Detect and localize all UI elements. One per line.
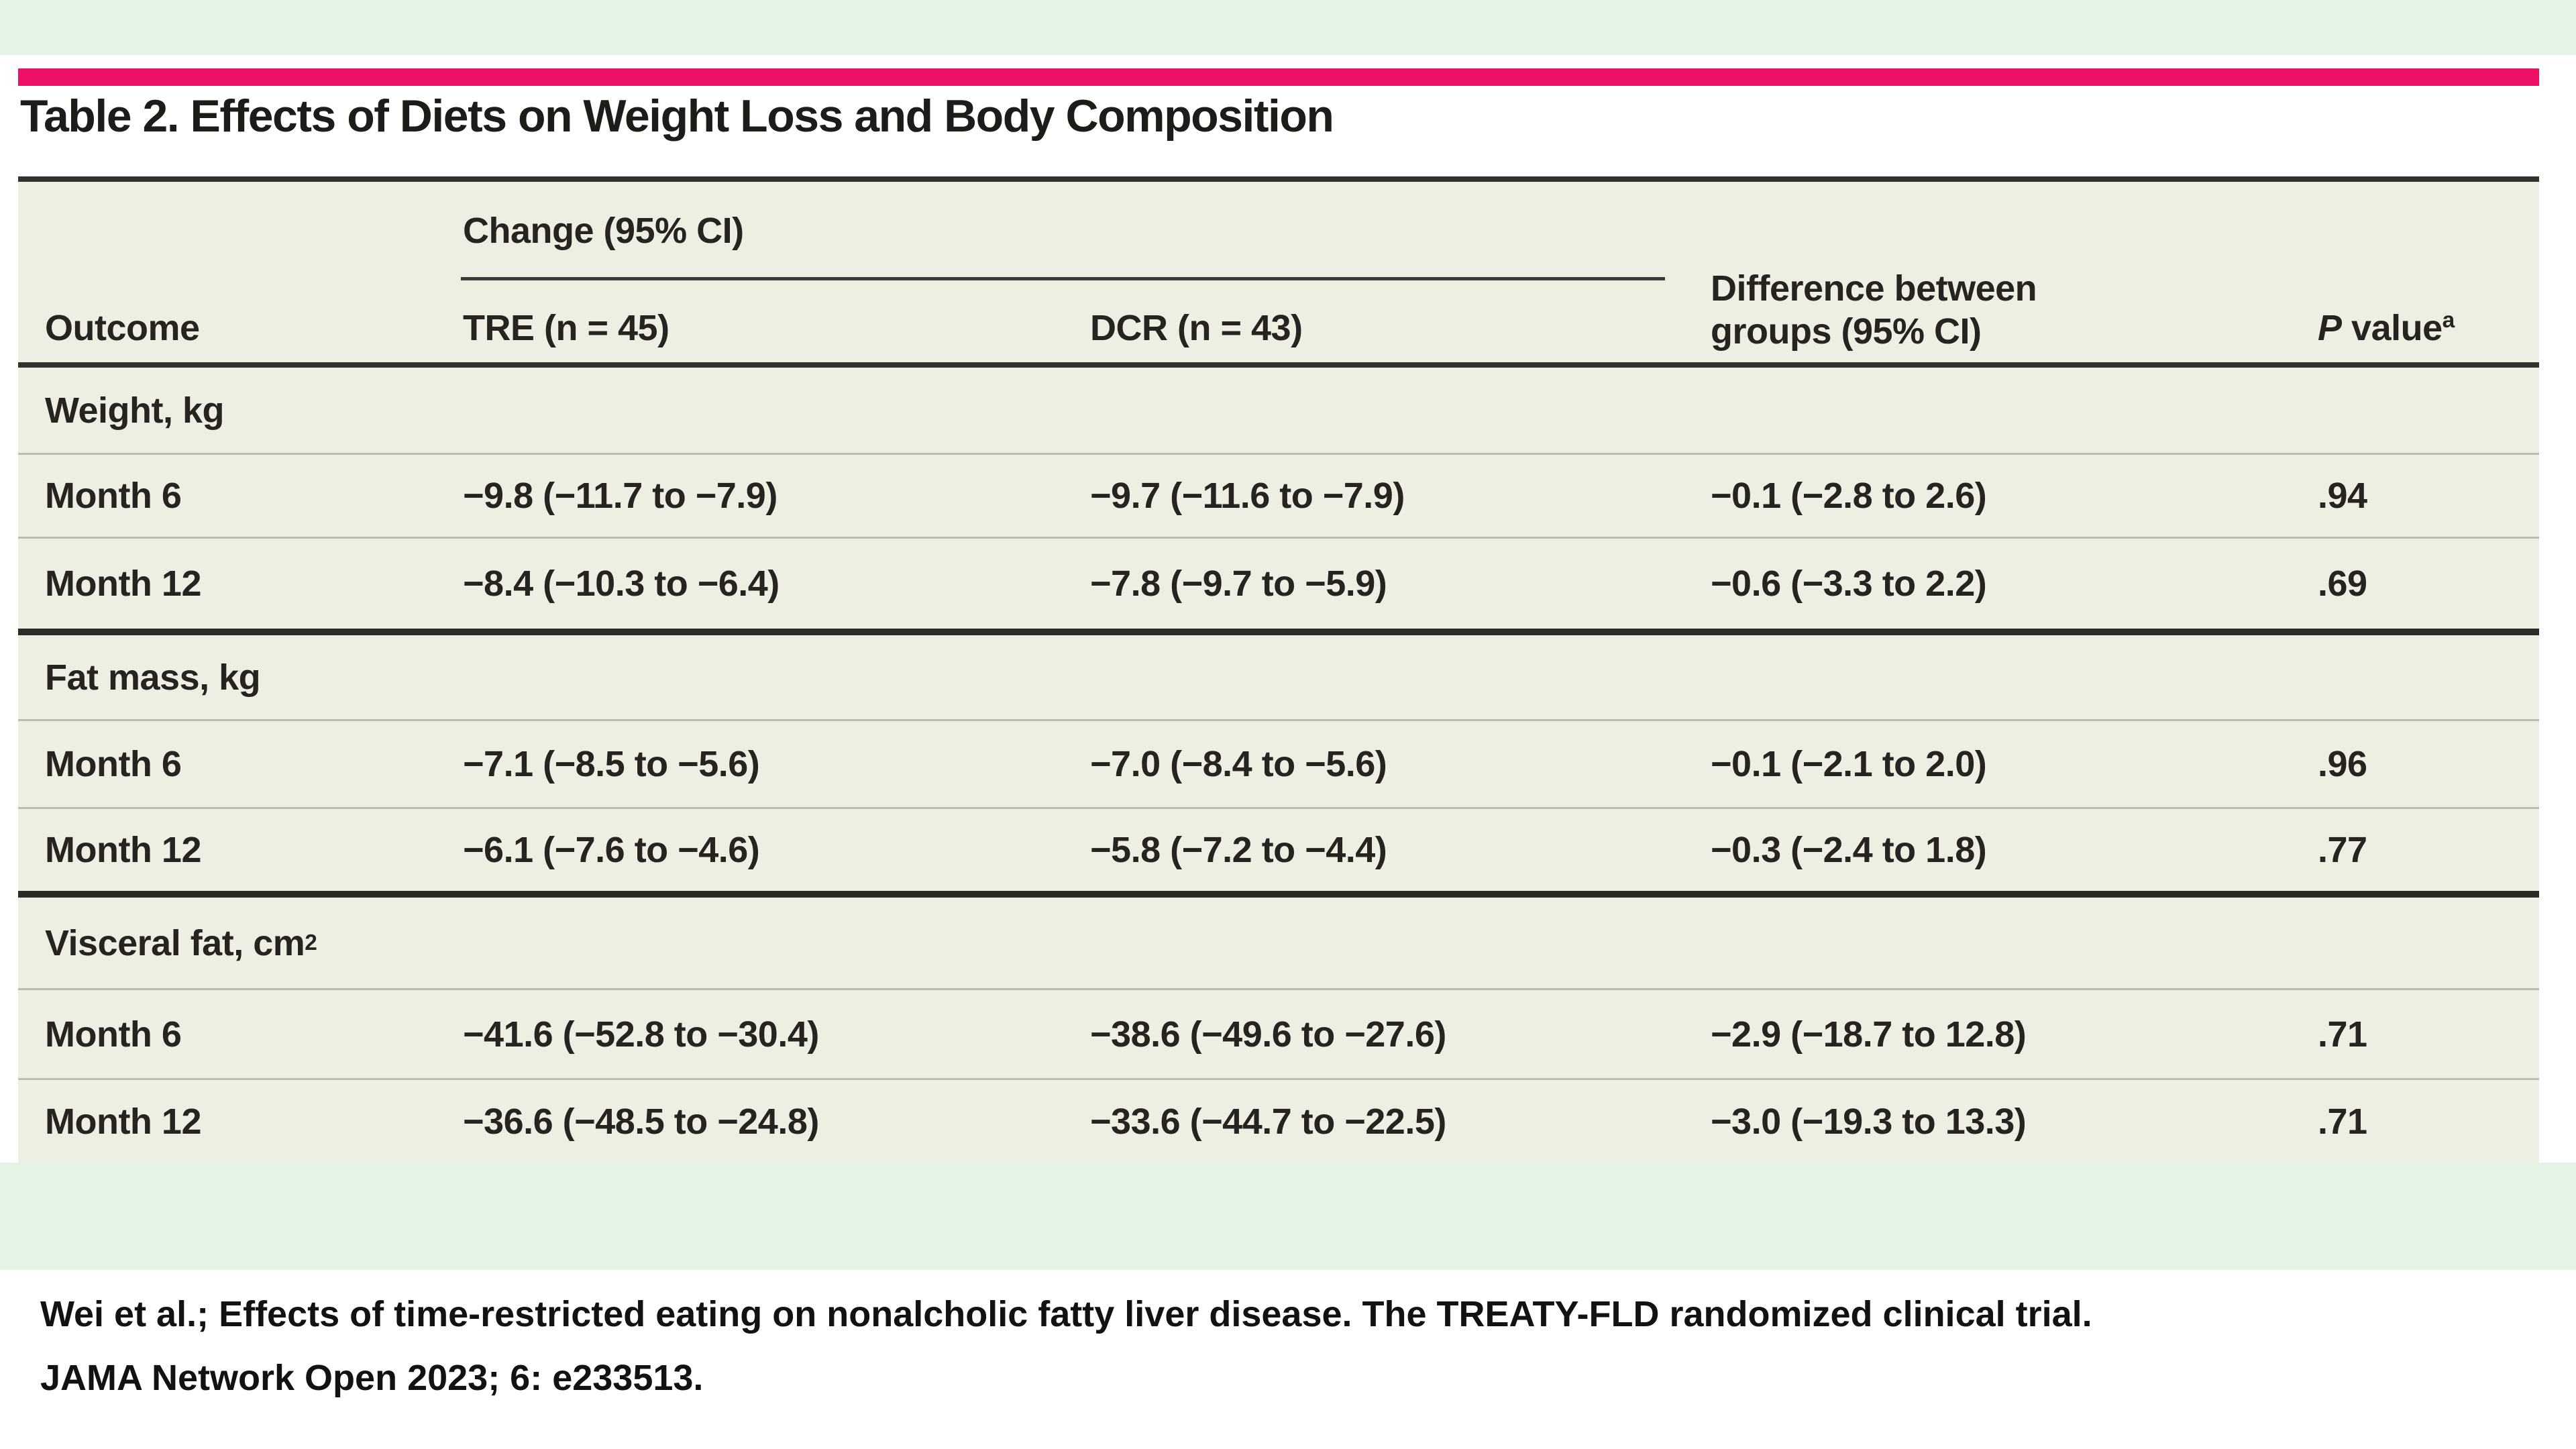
col-header-tre: TRE (n = 45) <box>463 308 669 348</box>
table-header: Change (95% CI) Outcome TRE (n = 45) DCR… <box>18 182 2539 368</box>
table-row-weight-month12: Month 12 −8.4 (−10.3 to −6.4) −7.8 (−9.7… <box>18 537 2539 629</box>
cell-pvalue: .69 <box>2318 564 2367 604</box>
citation-line2: JAMA Network Open 2023; 6: e233513. <box>40 1358 704 1398</box>
col-header-difference: Difference between groups (95% CI) <box>1711 268 2037 352</box>
cell-tre: −36.6 (−48.5 to −24.8) <box>463 1101 819 1142</box>
col-header-pvalue: P valuea <box>2318 307 2455 349</box>
cell-pvalue: .71 <box>2318 1014 2367 1055</box>
col-header-dcr: DCR (n = 43) <box>1090 308 1303 348</box>
cell-dcr: −5.8 (−7.2 to −4.4) <box>1090 830 1387 870</box>
pvalue-rest: value <box>2341 308 2443 348</box>
cell-outcome: Month 6 <box>45 1014 182 1055</box>
cell-pvalue: .71 <box>2318 1101 2367 1142</box>
table-row-visceral-month12: Month 12 −36.6 (−48.5 to −24.8) −33.6 (−… <box>18 1078 2539 1163</box>
cell-diff: −0.3 (−2.4 to 1.8) <box>1711 830 1987 870</box>
cell-diff: −0.6 (−3.3 to 2.2) <box>1711 564 1987 604</box>
col-header-outcome: Outcome <box>45 308 200 348</box>
cell-tre: −7.1 (−8.5 to −5.6) <box>463 744 760 784</box>
cell-outcome: Month 12 <box>45 564 202 604</box>
cell-outcome: Month 6 <box>45 476 182 516</box>
cell-pvalue: .94 <box>2318 476 2367 516</box>
table-row-visceral-month6: Month 6 −41.6 (−52.8 to −30.4) −38.6 (−4… <box>18 988 2539 1078</box>
cell-diff: −3.0 (−19.3 to 13.3) <box>1711 1101 2027 1142</box>
cell-pvalue: .77 <box>2318 830 2367 870</box>
table-row-fatmass-month6: Month 6 −7.1 (−8.5 to −5.6) −7.0 (−8.4 t… <box>18 719 2539 807</box>
table-row-fatmass-month12: Month 12 −6.1 (−7.6 to −4.6) −5.8 (−7.2 … <box>18 807 2539 891</box>
cell-tre: −9.8 (−11.7 to −7.9) <box>463 476 777 516</box>
green-band-top <box>0 0 2576 55</box>
cell-diff: −0.1 (−2.8 to 2.6) <box>1711 476 1987 516</box>
cell-tre: −8.4 (−10.3 to −6.4) <box>463 564 780 604</box>
results-table: Change (95% CI) Outcome TRE (n = 45) DCR… <box>18 176 2539 1163</box>
cell-dcr: −38.6 (−49.6 to −27.6) <box>1090 1014 1446 1055</box>
cell-pvalue: .96 <box>2318 744 2367 784</box>
cell-outcome: Month 6 <box>45 744 182 784</box>
green-band-bottom <box>0 1163 2576 1270</box>
cell-diff: −2.9 (−18.7 to 12.8) <box>1711 1014 2027 1055</box>
change-group-underline <box>461 277 1665 280</box>
cell-dcr: −9.7 (−11.6 to −7.9) <box>1090 476 1405 516</box>
pvalue-footnote-marker: a <box>2442 308 2455 333</box>
table-row-weight-month6: Month 6 −9.8 (−11.7 to −7.9) −9.7 (−11.6… <box>18 453 2539 537</box>
pink-accent-bar <box>18 68 2539 86</box>
cell-dcr: −7.0 (−8.4 to −5.6) <box>1090 744 1387 784</box>
section-label-weight: Weight, kg <box>45 390 225 431</box>
section-label-visceral-fat: Visceral fat, cm 2 <box>18 891 2539 988</box>
cell-diff: −0.1 (−2.1 to 2.0) <box>1711 744 1987 784</box>
cell-tre: −6.1 (−7.6 to −4.6) <box>463 830 760 870</box>
cell-outcome: Month 12 <box>45 1101 202 1142</box>
table-title: Table 2. Effects of Diets on Weight Loss… <box>20 91 1334 142</box>
section-label-fat-mass: Fat mass, kg <box>18 629 2539 719</box>
cell-outcome: Month 12 <box>45 830 202 870</box>
citation: Wei et al.; Effects of time-restricted e… <box>40 1283 2549 1410</box>
citation-line1: Wei et al.; Effects of time-restricted e… <box>40 1294 2092 1334</box>
pvalue-italic-p: P <box>2318 308 2342 348</box>
cell-dcr: −33.6 (−44.7 to −22.5) <box>1090 1101 1446 1142</box>
col-group-change-header: Change (95% CI) <box>463 211 744 251</box>
cell-dcr: −7.8 (−9.7 to −5.9) <box>1090 564 1387 604</box>
cell-tre: −41.6 (−52.8 to −30.4) <box>463 1014 819 1055</box>
